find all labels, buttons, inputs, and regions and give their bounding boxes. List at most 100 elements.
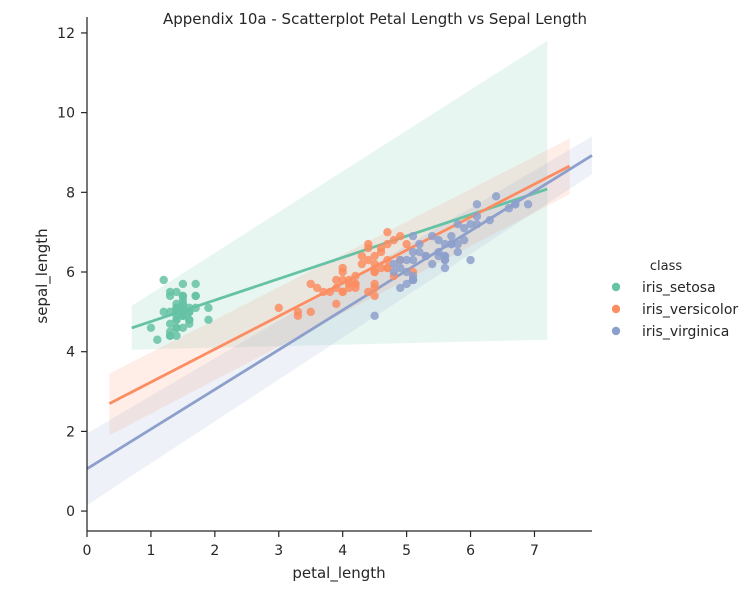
point-iris-setosa — [146, 323, 156, 332]
point-iris-setosa — [178, 323, 188, 332]
y-tick-label: 2 — [66, 424, 75, 440]
point-iris-virginica — [440, 239, 450, 249]
point-iris-versicolor — [357, 251, 367, 261]
y-tick-label: 6 — [66, 265, 75, 281]
point-iris-virginica — [402, 255, 411, 265]
point-iris-virginica — [472, 219, 482, 229]
point-iris-setosa — [172, 299, 181, 309]
point-iris-setosa — [178, 303, 188, 313]
y-tick-label: 0 — [66, 504, 75, 520]
point-iris-virginica — [434, 235, 443, 245]
point-iris-setosa — [178, 311, 188, 321]
point-iris-versicolor — [383, 255, 392, 265]
chart-title: Appendix 10a - Scatterplot Petal Length … — [163, 10, 587, 28]
point-iris-setosa — [165, 307, 175, 317]
point-iris-virginica — [472, 200, 482, 209]
y-tick-label: 10 — [57, 106, 75, 122]
point-iris-setosa — [191, 279, 200, 289]
point-iris-versicolor — [383, 263, 392, 273]
point-iris-virginica — [389, 259, 399, 269]
point-iris-virginica — [472, 212, 482, 221]
ci-band-iris-setosa — [131, 40, 548, 350]
point-iris-setosa — [172, 331, 181, 340]
point-iris-versicolor — [319, 287, 328, 297]
point-iris-virginica — [389, 267, 399, 277]
legend-label-iris-virginica: iris_virginica — [642, 324, 729, 340]
x-tick-label: 5 — [402, 543, 411, 559]
legend-marker-iris-versicolor — [611, 304, 621, 314]
point-iris-setosa — [165, 287, 175, 297]
point-iris-versicolor — [389, 235, 399, 245]
x-tick-label: 7 — [530, 543, 539, 559]
point-iris-virginica — [427, 259, 437, 269]
point-iris-virginica — [466, 255, 475, 265]
y-tick-label: 4 — [66, 345, 75, 361]
point-iris-virginica — [466, 219, 475, 229]
point-iris-versicolor — [376, 263, 386, 273]
legend-label-iris-setosa: iris_setosa — [642, 280, 716, 296]
point-iris-versicolor — [293, 307, 303, 317]
point-iris-virginica — [453, 247, 462, 257]
point-iris-setosa — [204, 315, 213, 325]
legend-title: class — [650, 259, 682, 274]
legend: class iris_setosa iris_versicolor iris_vir… — [611, 259, 738, 340]
point-iris-virginica — [504, 204, 514, 213]
y-axis-title: sepal_length — [33, 228, 52, 323]
point-iris-virginica — [421, 251, 430, 261]
point-iris-setosa — [191, 303, 200, 313]
point-iris-virginica — [396, 283, 405, 293]
point-iris-setosa — [185, 303, 194, 313]
point-iris-virginica — [485, 216, 494, 225]
point-iris-virginica — [434, 251, 443, 261]
point-iris-virginica — [447, 239, 456, 249]
point-iris-versicolor — [383, 239, 392, 249]
point-iris-setosa — [159, 275, 168, 285]
point-iris-versicolor — [338, 275, 347, 285]
point-iris-versicolor — [338, 263, 347, 273]
point-iris-virginica — [440, 263, 450, 273]
point-iris-versicolor — [344, 279, 354, 289]
point-iris-virginica — [459, 235, 469, 245]
point-iris-virginica — [523, 200, 533, 209]
point-iris-virginica — [440, 255, 450, 265]
point-iris-virginica — [511, 200, 520, 209]
point-iris-virginica — [396, 263, 405, 273]
point-iris-versicolor — [357, 259, 367, 269]
point-iris-versicolor — [370, 267, 379, 277]
point-iris-setosa — [191, 291, 200, 301]
point-iris-setosa — [178, 295, 188, 305]
point-iris-versicolor — [338, 287, 347, 297]
point-iris-versicolor — [306, 307, 315, 317]
x-tick-label: 4 — [338, 543, 347, 559]
point-iris-versicolor — [370, 251, 379, 261]
point-iris-virginica — [453, 219, 462, 229]
point-iris-versicolor — [332, 275, 341, 285]
y-tick-label: 12 — [57, 26, 75, 42]
point-iris-virginica — [415, 239, 424, 249]
point-iris-virginica — [415, 247, 424, 257]
x-tick-label: 1 — [146, 543, 155, 559]
point-iris-versicolor — [325, 287, 335, 297]
point-iris-virginica — [408, 231, 418, 241]
point-iris-virginica — [408, 271, 418, 281]
point-iris-versicolor — [364, 243, 373, 253]
point-iris-versicolor — [396, 231, 405, 241]
point-iris-versicolor — [402, 239, 411, 249]
point-iris-virginica — [408, 255, 418, 265]
legend-label-iris-versicolor: iris_versicolor — [642, 302, 738, 318]
point-iris-virginica — [408, 247, 418, 257]
y-axis-ticks: 0 2 4 6 8 10 12 — [57, 26, 87, 520]
point-iris-versicolor — [364, 287, 373, 297]
regression-line-iris-versicolor — [108, 164, 571, 405]
point-iris-virginica — [402, 267, 411, 277]
x-tick-label: 3 — [274, 543, 283, 559]
point-iris-setosa — [172, 307, 181, 317]
point-iris-virginica — [427, 231, 437, 241]
x-tick-label: 6 — [466, 543, 475, 559]
x-tick-label: 0 — [83, 543, 92, 559]
point-iris-versicolor — [274, 303, 283, 313]
data-points — [146, 192, 533, 344]
point-iris-setosa — [153, 335, 162, 344]
point-iris-setosa — [159, 307, 168, 317]
